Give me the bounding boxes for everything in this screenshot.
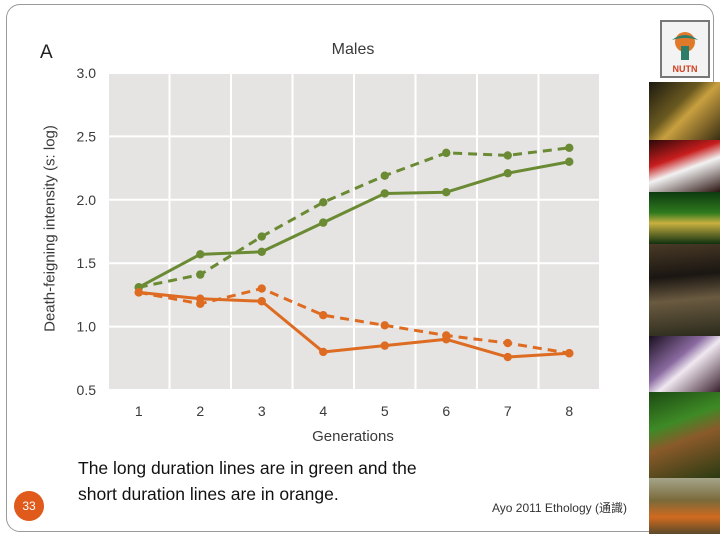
data-point-s4-g1	[134, 288, 143, 297]
data-point-s1-g2	[196, 250, 205, 259]
data-point-s2-g6	[442, 148, 451, 158]
caption-line-1: The long duration lines are in green and…	[78, 458, 417, 478]
x-axis-label: Generations	[312, 428, 394, 445]
logo-emblem-icon: NUTN	[672, 32, 698, 74]
data-point-s4-g5	[380, 321, 389, 330]
data-point-s2-g8	[565, 143, 574, 153]
x-tick-label: 6	[442, 403, 450, 419]
data-point-s4-g6	[442, 331, 451, 340]
data-point-s1-g3	[257, 247, 266, 256]
data-point-s4-g8	[565, 349, 574, 358]
data-point-s3-g3	[257, 297, 266, 306]
data-point-s1-g6	[442, 187, 451, 197]
data-point-s4-g7	[503, 338, 512, 348]
chart-title: Males	[331, 41, 375, 58]
data-point-s2-g2	[196, 270, 205, 279]
y-tick-label: 2.0	[77, 192, 97, 208]
data-point-s1-g5	[380, 189, 389, 198]
lizard-photo	[649, 392, 720, 478]
data-point-s2-g7	[503, 151, 512, 160]
frog-photo-1	[649, 82, 720, 140]
data-point-s3-g7	[503, 352, 512, 362]
data-point-s3-g5	[380, 341, 389, 350]
x-tick-label: 4	[319, 403, 327, 419]
y-tick-label: 2.5	[77, 128, 97, 144]
series-line-1	[138, 160, 570, 289]
x-tick-label: 2	[196, 403, 204, 419]
data-point-s1-g7	[503, 168, 512, 178]
y-tick-label: 0.5	[77, 382, 97, 398]
x-tick-label: 5	[381, 403, 389, 419]
logo-text: NUTN	[673, 64, 698, 74]
y-tick-label: 3.0	[77, 65, 97, 81]
x-tick-label: 8	[565, 403, 573, 419]
data-point-s4-g2	[196, 299, 205, 308]
data-point-s4-g4	[319, 310, 328, 320]
insect-photo	[649, 478, 720, 534]
data-point-s3-g4	[319, 347, 328, 357]
octopus-photo	[649, 336, 720, 392]
page-number-badge: 33	[14, 491, 44, 521]
caption: The long duration lines are in green and…	[78, 455, 488, 507]
data-point-s2-g5	[380, 171, 389, 180]
y-tick-label: 1.5	[77, 255, 97, 271]
frog-photo-2	[649, 140, 720, 192]
caption-line-2: short duration lines are in orange.	[78, 484, 339, 504]
x-tick-label: 3	[258, 403, 266, 419]
footer-citation: Ayo 2011 Ethology (通識)	[492, 501, 627, 515]
data-point-s1-g8	[565, 157, 574, 166]
series-line-3	[138, 290, 570, 359]
data-point-s1-g4	[319, 218, 328, 227]
data-point-s2-g3	[257, 232, 266, 241]
marmoset-photo	[649, 244, 720, 336]
y-axis-label: Death-feigning intensity (s: log)	[41, 125, 59, 332]
x-tick-label: 1	[135, 403, 143, 419]
university-logo: NUTN	[660, 20, 710, 78]
data-point-s4-g3	[257, 284, 266, 293]
y-tick-label: 1.0	[77, 319, 97, 335]
data-point-s2-g4	[319, 198, 328, 207]
x-tick-label: 7	[504, 403, 512, 419]
frog-photo-3	[649, 192, 720, 244]
panel-letter: A	[40, 42, 53, 63]
